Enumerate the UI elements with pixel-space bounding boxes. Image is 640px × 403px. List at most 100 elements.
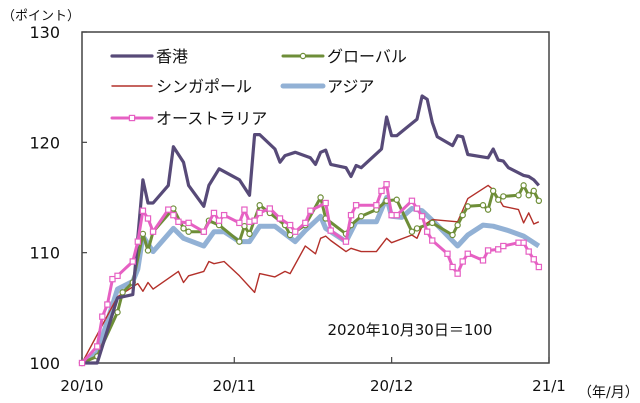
legend-item: シンガポール	[111, 77, 252, 96]
data-point	[520, 239, 527, 246]
data-point	[251, 217, 258, 224]
data-point	[307, 207, 314, 214]
data-point	[246, 230, 253, 238]
series-line	[82, 94, 540, 365]
series-1	[82, 94, 540, 365]
data-point	[423, 228, 431, 235]
data-point	[444, 250, 451, 257]
data-point	[210, 209, 218, 217]
series-5	[78, 181, 543, 367]
data-point	[104, 301, 111, 308]
data-point	[185, 228, 192, 235]
data-point	[454, 270, 461, 277]
data-point	[109, 275, 116, 283]
data-point	[515, 192, 522, 199]
series-4	[80, 195, 541, 366]
data-point	[418, 213, 426, 220]
data-point	[357, 213, 365, 220]
data-point	[256, 202, 263, 209]
x-tick-label: 20/12	[370, 377, 413, 395]
data-point	[220, 211, 228, 219]
data-point	[525, 248, 532, 255]
series-line	[81, 184, 540, 364]
data-point	[256, 209, 263, 217]
data-point	[413, 205, 421, 212]
legend-item: アジア	[280, 77, 374, 96]
data-point	[342, 238, 350, 245]
data-point	[383, 181, 390, 188]
data-point	[139, 230, 147, 238]
y-axis-unit-label: （ポイント）	[2, 9, 80, 24]
data-point	[119, 289, 126, 296]
legend-label: 香港	[156, 47, 188, 66]
legend-marker	[299, 52, 307, 60]
legend-label: オーストラリア	[156, 109, 267, 128]
data-point	[99, 313, 106, 320]
data-point	[429, 237, 436, 244]
data-point	[393, 211, 400, 219]
data-point	[408, 197, 416, 205]
data-point	[535, 263, 543, 271]
y-tick-label: 130	[29, 23, 60, 42]
x-tick-label: 20/11	[213, 377, 256, 395]
data-point	[484, 206, 492, 213]
x-tick-label: 21/1	[532, 377, 566, 395]
data-point	[114, 309, 121, 316]
data-point	[170, 211, 177, 219]
data-point	[525, 192, 532, 199]
data-point	[408, 228, 416, 235]
data-point	[464, 250, 471, 257]
data-point	[302, 219, 309, 227]
x-axis-unit-label: （年/月）	[578, 385, 639, 401]
data-point	[134, 238, 142, 245]
data-point	[236, 219, 243, 227]
data-point	[322, 199, 329, 207]
data-point	[495, 246, 502, 253]
data-point	[246, 218, 253, 225]
legend-label: シンガポール	[156, 77, 252, 96]
data-point	[479, 257, 487, 264]
data-point	[449, 263, 456, 271]
data-point	[327, 227, 334, 234]
legend-item: 香港	[110, 47, 188, 66]
data-point	[515, 239, 522, 246]
legend-marker	[128, 114, 136, 122]
data-point	[185, 219, 192, 227]
data-point	[200, 228, 208, 235]
data-point	[500, 242, 507, 250]
data-point	[215, 217, 223, 224]
data-point	[241, 222, 248, 230]
legend-label: グローバル	[327, 47, 407, 66]
data-point	[266, 205, 274, 212]
data-point	[495, 196, 502, 203]
data-point	[388, 211, 395, 219]
series-2	[78, 182, 543, 367]
data-point	[347, 211, 355, 219]
data-point	[459, 258, 466, 265]
data-point	[114, 272, 121, 280]
data-point	[484, 247, 492, 254]
series-lines	[78, 94, 543, 367]
data-point	[144, 247, 152, 254]
data-point	[78, 359, 86, 367]
series-3	[81, 184, 540, 364]
data-point	[236, 238, 243, 245]
data-point	[129, 258, 136, 265]
data-point	[276, 215, 284, 222]
y-tick-label: 120	[29, 133, 60, 152]
y-tick-label: 110	[29, 244, 60, 263]
data-point	[500, 193, 507, 200]
data-point	[144, 215, 152, 222]
data-point	[489, 187, 497, 195]
data-point	[530, 256, 537, 263]
legend-label: アジア	[327, 77, 374, 96]
data-point	[149, 228, 157, 235]
legend-item: グローバル	[281, 47, 407, 66]
data-point	[454, 221, 461, 229]
data-point	[286, 231, 294, 239]
data-point	[170, 205, 177, 212]
data-point	[459, 211, 466, 219]
data-point	[139, 207, 147, 214]
